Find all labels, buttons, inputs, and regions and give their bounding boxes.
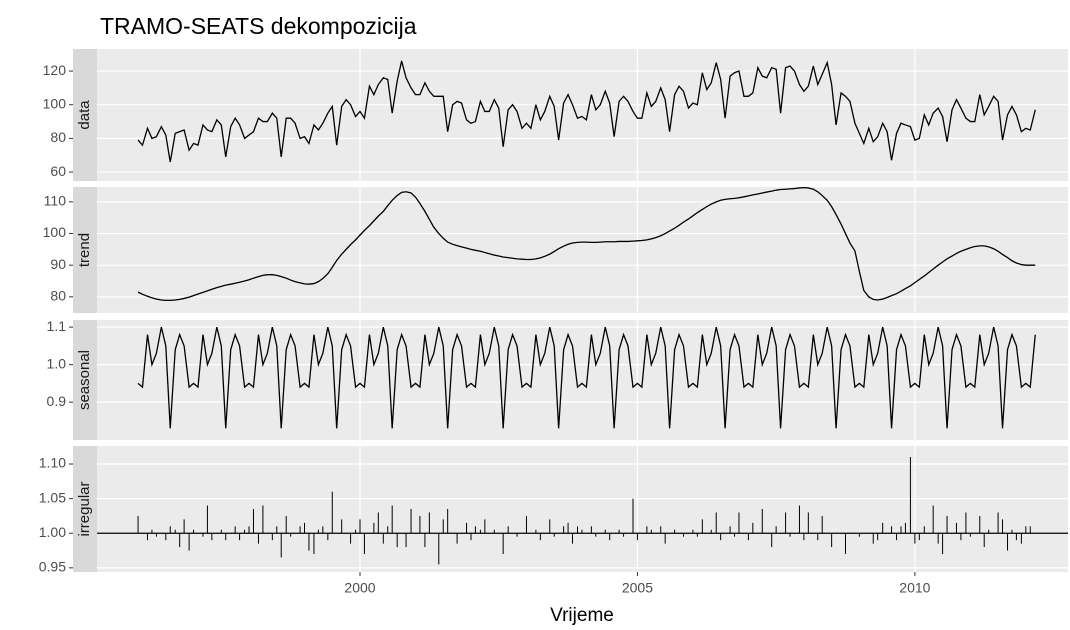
panel-background [97,49,1068,181]
series-line [137,186,1036,301]
y-tick-label: 0.9 [47,393,67,409]
strip-background [73,49,97,181]
strip-label: data [76,100,93,130]
strip-background [73,446,97,572]
strip-label: seasonal [76,350,93,410]
y-tick-label: 100 [43,224,67,240]
series-line [137,60,1036,163]
x-tick-label: 2010 [899,580,930,596]
strip-label: irregular [76,481,93,536]
strip-label: trend [76,233,93,267]
y-tick-label: 80 [50,288,66,304]
y-tick-label: 1.05 [39,489,66,505]
panel-background [97,446,1068,572]
y-tick-label: 0.95 [39,559,66,575]
x-axis-label: Vrijeme [550,605,614,626]
strip-background [73,187,97,313]
chart-title: TRAMO-SEATS dekompozicija [100,13,417,39]
y-tick-label: 60 [50,163,66,179]
panel-background [97,187,1068,313]
strip-background [73,320,97,440]
y-tick-label: 1.1 [47,318,67,334]
x-tick-label: 2000 [344,580,375,596]
panel-background [97,320,1068,440]
y-tick-label: 90 [50,256,66,272]
y-tick-label: 80 [50,129,66,145]
y-tick-label: 1.00 [39,524,66,540]
series-line [137,326,1036,429]
y-tick-label: 100 [43,95,67,111]
y-tick-label: 120 [43,62,67,78]
y-tick-label: 1.0 [47,355,67,371]
y-tick-label: 1.10 [39,455,66,471]
x-tick-label: 2005 [622,580,653,596]
y-tick-label: 110 [44,193,67,209]
